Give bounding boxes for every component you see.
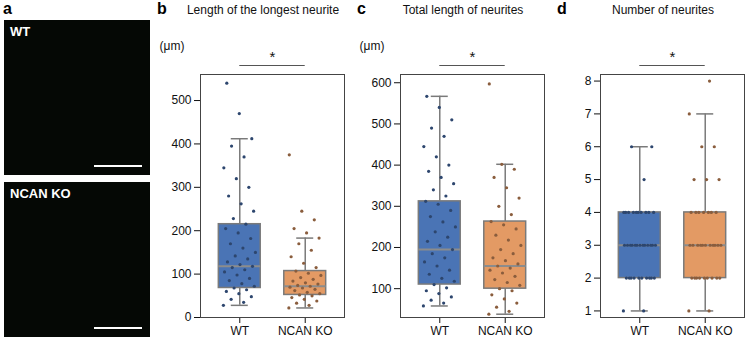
svg-text:(μm): (μm): [160, 39, 185, 53]
svg-text:600: 600: [371, 76, 391, 90]
svg-text:*: *: [670, 48, 676, 65]
svg-text:100: 100: [171, 267, 191, 281]
html-text:d: d: [557, 0, 567, 17]
svg-text:200: 200: [371, 240, 391, 254]
svg-text:NCAN KO: NCAN KO: [278, 324, 333, 338]
svg-text:*: *: [470, 48, 476, 65]
svg-text:WT: WT: [630, 324, 649, 338]
svg-text:500: 500: [171, 93, 191, 107]
svg-text:WT: WT: [230, 324, 249, 338]
svg-text:2: 2: [585, 271, 592, 285]
svg-text:*: *: [270, 48, 276, 65]
html-text:b: b: [157, 0, 167, 17]
svg-text:WT: WT: [430, 324, 449, 338]
html-text:Number of neurites: Number of neurites: [612, 3, 714, 17]
svg-text:300: 300: [171, 180, 191, 194]
svg-text:6: 6: [585, 140, 592, 154]
svg-text:100: 100: [371, 282, 391, 296]
svg-text:1: 1: [585, 304, 592, 318]
svg-text:500: 500: [371, 117, 391, 131]
svg-text:300: 300: [371, 199, 391, 213]
svg-text:200: 200: [171, 224, 191, 238]
html-text:Total length of neurites: Total length of neurites: [402, 3, 524, 17]
svg-text:7: 7: [585, 107, 592, 121]
html-text:Length of the longest neurite: Length of the longest neurite: [186, 3, 340, 17]
html-text:NCAN KO: NCAN KO: [10, 186, 71, 201]
svg-text:4: 4: [585, 205, 592, 219]
html-text:c: c: [357, 0, 366, 17]
svg-text:400: 400: [171, 137, 191, 151]
svg-text:0: 0: [185, 310, 192, 324]
svg-text:(μm): (μm): [360, 39, 385, 53]
html-text:WT: WT: [10, 24, 31, 39]
svg-text:NCAN KO: NCAN KO: [678, 324, 733, 338]
html-text:a: a: [3, 0, 12, 17]
svg-text:5: 5: [585, 172, 592, 186]
svg-text:NCAN KO: NCAN KO: [478, 324, 533, 338]
svg-text:8: 8: [585, 74, 592, 88]
svg-text:3: 3: [585, 238, 592, 252]
svg-text:400: 400: [371, 158, 391, 172]
